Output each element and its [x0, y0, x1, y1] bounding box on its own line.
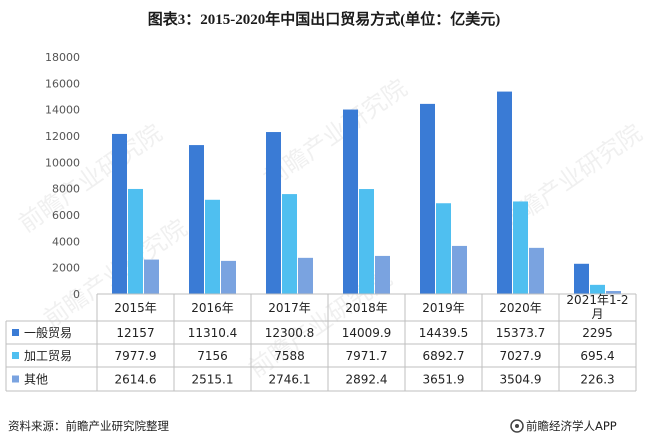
- bars: [112, 91, 621, 294]
- source-note: 资料来源：前瞻产业研究院整理: [8, 419, 169, 433]
- data-label: 7027.9: [500, 349, 542, 363]
- y-axis: 0 2000 4000 6000 8000 10000 12000 14000 16000 180…: [45, 51, 80, 301]
- legend-label: 一般贸易: [24, 325, 72, 340]
- data-label: 12157: [116, 326, 154, 340]
- y-tick-label: 8000: [52, 183, 80, 196]
- bar: [128, 188, 143, 294]
- x-tick-label: 2021年1-2: [566, 293, 628, 307]
- legend-swatch: [12, 352, 19, 359]
- y-tick-label: 10000: [45, 156, 80, 169]
- bar: [343, 109, 358, 294]
- watermark-text: 前瞻产业研究院: [259, 74, 413, 193]
- bar: [359, 189, 374, 294]
- data-label: 2892.4: [346, 373, 388, 387]
- y-tick-label: 2000: [52, 262, 80, 275]
- data-label: 7977.9: [115, 349, 157, 363]
- bar: [144, 259, 159, 294]
- bar: [282, 194, 297, 294]
- data-label: 3504.9: [500, 373, 542, 387]
- x-tick-label: 月: [591, 307, 603, 321]
- bar: [420, 103, 435, 294]
- data-label: 7156: [197, 349, 228, 363]
- data-label: 14439.5: [419, 326, 469, 340]
- data-label: 226.3: [580, 373, 614, 387]
- x-tick-label: 2017年: [268, 301, 311, 315]
- bar: [436, 203, 451, 294]
- y-tick-label: 18000: [45, 51, 80, 64]
- data-label: 7971.7: [346, 349, 388, 363]
- y-tick-label: 12000: [45, 130, 80, 143]
- bar: [205, 199, 220, 294]
- y-tick-label: 4000: [52, 235, 80, 248]
- y-tick-label: 6000: [52, 209, 80, 222]
- bar: [221, 260, 236, 294]
- bar: [574, 263, 589, 294]
- watermark-text: 前瞻产业研究院: [14, 119, 168, 238]
- bar: [298, 257, 313, 294]
- data-label: 6892.7: [423, 349, 465, 363]
- data-label: 15373.7: [496, 326, 546, 340]
- bar: [590, 284, 605, 294]
- y-tick-label: 14000: [45, 104, 80, 117]
- x-tick-label: 2016年: [191, 301, 234, 315]
- brand-logo: [510, 419, 524, 433]
- x-tick-label: 2018年: [345, 301, 388, 315]
- bar: [266, 132, 281, 294]
- x-tick-label: 2019年: [422, 301, 465, 315]
- bar: [497, 91, 512, 294]
- brand-name: 前瞻经济学人APP: [526, 419, 617, 433]
- legend-label: 其他: [24, 373, 48, 387]
- legend-label: 加工贸易: [24, 349, 72, 363]
- data-label: 2746.1: [269, 373, 311, 387]
- x-tick-label: 2015年: [114, 301, 157, 315]
- bar: [452, 245, 467, 294]
- legend-swatch: [12, 329, 19, 336]
- x-tick-label: 2020年: [499, 301, 542, 315]
- data-label: 11310.4: [188, 326, 238, 340]
- bar: [112, 133, 127, 294]
- bar: [189, 145, 204, 294]
- data-label: 695.4: [580, 349, 614, 363]
- y-tick-label: 16000: [45, 77, 80, 90]
- legend-swatch: [12, 375, 19, 383]
- data-table: 2015年 2016年 2017年 2018年 2019年 2020年 2021年1-2月一…: [5, 293, 637, 392]
- watermarks: 前瞻产业研究院前瞻产业研究院前瞻产业研究院前瞻产业研究院前瞻产业研究院: [14, 74, 648, 383]
- data-label: 7588: [274, 349, 305, 363]
- data-label: 2515.1: [192, 373, 234, 387]
- bar: [375, 255, 390, 294]
- bar: [513, 201, 528, 294]
- y-tick-label: 0: [73, 288, 80, 301]
- data-label: 3651.9: [423, 373, 465, 387]
- bar: [529, 247, 544, 294]
- bar: [606, 291, 621, 294]
- data-label: 2295: [582, 326, 613, 340]
- data-label: 12300.8: [265, 326, 315, 340]
- data-label: 14009.9: [342, 326, 392, 340]
- chart-title: 图表3：2015-2020年中国出口贸易方式(单位：亿美元): [148, 10, 501, 28]
- data-label: 2614.6: [115, 373, 157, 387]
